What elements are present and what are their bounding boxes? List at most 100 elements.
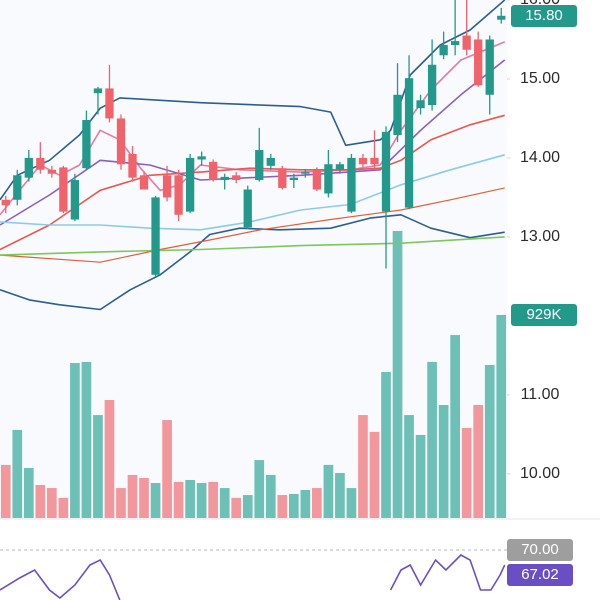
candle-body <box>393 94 402 136</box>
candle-body <box>197 156 206 160</box>
candle-body <box>462 35 471 50</box>
candle-body <box>128 153 137 178</box>
candle-body <box>358 157 368 165</box>
volume-bar <box>265 474 276 518</box>
y-tick-label: 11.00 <box>521 386 560 403</box>
candle-body <box>381 131 391 212</box>
volume-marker-box <box>511 303 577 326</box>
candle-body <box>24 157 33 178</box>
candle-body <box>278 168 287 188</box>
candle-body <box>416 100 425 109</box>
volume-bar <box>415 434 426 518</box>
candle-body <box>139 175 149 190</box>
candle-body <box>1 199 10 206</box>
y-tick-label: 16.00 <box>520 0 560 8</box>
volume-bar <box>104 399 115 518</box>
volume-bar <box>381 371 391 518</box>
candle-body <box>450 41 460 46</box>
candle-body <box>255 150 264 181</box>
candle-body <box>82 120 91 169</box>
candle-body <box>232 175 241 181</box>
volume-bar <box>392 231 403 519</box>
volume-bar <box>35 484 46 518</box>
candle-body <box>93 88 103 94</box>
candle-body <box>404 78 414 208</box>
candle-body <box>474 39 483 86</box>
volume-bar <box>277 495 288 518</box>
volume-bar <box>323 464 334 518</box>
volume-bar <box>12 429 23 518</box>
candle-body <box>243 189 252 228</box>
volume-bar <box>300 490 311 518</box>
candle-body <box>289 177 298 181</box>
volume-bar <box>162 420 172 518</box>
rsi-level-box <box>507 539 573 561</box>
volume-bar <box>196 483 207 518</box>
volume-bar <box>23 467 34 518</box>
candle-body <box>70 180 80 220</box>
candle-body <box>312 169 322 190</box>
candle-body <box>174 175 183 215</box>
volume-bar <box>58 497 69 518</box>
price-marker-box <box>511 5 577 27</box>
candle-body <box>105 88 114 119</box>
volume-bar <box>438 405 449 518</box>
candle-body <box>324 164 333 194</box>
volume-bar <box>254 460 265 518</box>
volume-bar <box>0 464 11 518</box>
price-marker-label: 15.80 <box>525 7 563 24</box>
candle-body <box>209 161 218 181</box>
indicator-line <box>0 0 506 201</box>
candle-body <box>485 39 494 95</box>
volume-bar <box>93 415 103 518</box>
indicator-line <box>0 236 505 256</box>
candle-body <box>497 15 506 20</box>
volume-bar <box>427 361 437 518</box>
volume-bar <box>70 363 80 518</box>
candle-body <box>116 118 126 165</box>
volume-bar <box>358 415 368 518</box>
candle-body <box>439 45 448 56</box>
candle-body <box>335 164 345 170</box>
candle-body <box>347 157 356 212</box>
candle-body <box>266 157 275 166</box>
volume-bar <box>369 431 380 518</box>
candle-body <box>162 175 172 198</box>
rsi-level-label: 70.00 <box>521 541 559 558</box>
candle-body <box>47 169 57 174</box>
rsi-line <box>0 554 506 600</box>
volume-bar <box>139 478 149 518</box>
volume-bar <box>208 481 219 518</box>
volume-bar <box>346 488 357 518</box>
y-tick-label: 10.00 <box>520 465 560 482</box>
volume-bar <box>288 493 299 518</box>
volume-bar <box>484 365 495 518</box>
candle-body <box>59 167 68 212</box>
volume-bar <box>219 488 230 518</box>
volume-bar <box>173 481 184 518</box>
candle-body <box>36 157 45 170</box>
candle-body <box>301 172 310 174</box>
volume-bar <box>81 361 92 518</box>
volume-bar <box>116 488 126 518</box>
volume-marker-label: 929K <box>526 306 561 323</box>
volume-bar <box>242 495 253 518</box>
indicator-line <box>0 114 505 251</box>
volume-bar <box>473 405 484 518</box>
volume-bar <box>312 488 322 518</box>
volume-bar <box>127 474 138 518</box>
y-tick-label: 13.00 <box>520 228 560 245</box>
candle-body <box>151 197 160 275</box>
indicator-line <box>0 214 505 311</box>
volume-bar <box>231 497 242 518</box>
volume-bar <box>404 415 414 518</box>
volume-bar <box>150 483 161 518</box>
volume-bar <box>47 488 57 518</box>
candle-body <box>220 176 229 181</box>
volume-bar <box>461 427 472 518</box>
rsi-value-label: 67.02 <box>521 566 559 583</box>
candle-body <box>427 64 437 106</box>
candle-body <box>185 157 195 212</box>
